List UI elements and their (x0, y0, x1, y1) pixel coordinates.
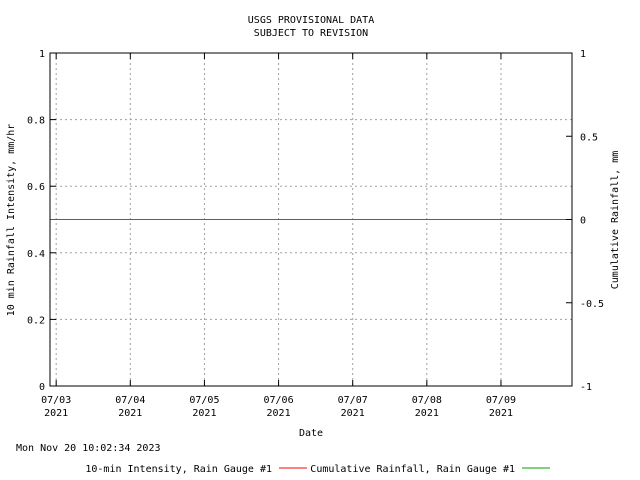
x-tick-day-label: 07/09 (486, 395, 516, 406)
right-tick-label: 0 (580, 216, 586, 227)
right-tick-label: 1 (580, 49, 586, 60)
legend-label-cumulative: Cumulative Rainfall, Rain Gauge #1 (310, 464, 515, 475)
x-tick-year-label: 2021 (267, 408, 291, 419)
left-tick-label: 0.6 (27, 182, 45, 193)
left-tick-label: 1 (39, 49, 45, 60)
x-tick-year-label: 2021 (44, 408, 68, 419)
chart-title-line-2: SUBJECT TO REVISION (254, 28, 368, 39)
x-axis: 07/03 2021 07/04 2021 07/05 2021 07/06 2021 07/0… (41, 53, 516, 419)
x-tick-day-label: 07/03 (41, 395, 71, 406)
left-tick-label: 0.4 (27, 249, 45, 260)
left-tick-label: 0.8 (27, 116, 45, 127)
timestamp: Mon Nov 20 10:02:34 2023 (16, 443, 161, 454)
left-axis: 0 0.2 0.4 0.6 0.8 1 (27, 49, 56, 393)
left-tick-label: 0 (39, 382, 45, 393)
x-tick-day-label: 07/06 (264, 395, 294, 406)
x-tick-day-label: 07/08 (412, 395, 442, 406)
x-tick-day-label: 07/05 (189, 395, 219, 406)
left-tick-label: 0.2 (27, 315, 45, 326)
legend: 10-min Intensity, Rain Gauge #1 Cumulativ… (85, 464, 550, 475)
x-tick-day-label: 07/07 (338, 395, 368, 406)
x-tick-day-label: 07/04 (115, 395, 145, 406)
y-axis-right-label: Cumulative Rainfall, mm (610, 151, 621, 289)
x-tick-year-label: 2021 (489, 408, 513, 419)
right-tick-label: 0.5 (580, 132, 598, 143)
legend-label-intensity: 10-min Intensity, Rain Gauge #1 (85, 464, 272, 475)
x-tick-year-label: 2021 (341, 408, 365, 419)
right-axis: -1 -0.5 0 0.5 1 (566, 49, 604, 393)
x-tick-year-label: 2021 (415, 408, 439, 419)
chart-title-line-1: USGS PROVISIONAL DATA (248, 15, 374, 26)
right-tick-label: -1 (580, 382, 592, 393)
y-axis-left-label: 10 min Rainfall Intensity, mm/hr (6, 124, 17, 317)
x-tick-year-label: 2021 (118, 408, 142, 419)
x-tick-year-label: 2021 (192, 408, 216, 419)
right-tick-label: -0.5 (580, 299, 604, 310)
x-axis-label: Date (299, 428, 323, 439)
